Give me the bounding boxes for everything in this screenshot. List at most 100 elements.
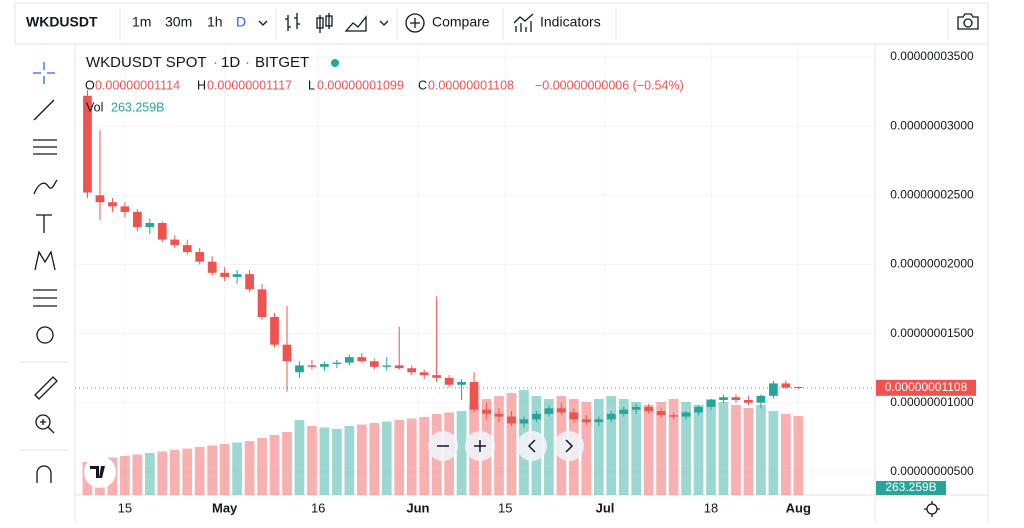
- volume-bar: [232, 442, 242, 495]
- y-tick-label: 0.00000001500: [890, 326, 974, 340]
- text-tool[interactable]: [36, 214, 52, 233]
- l-label: L: [308, 78, 315, 92]
- y-tick-label: 0.00000000500: [890, 464, 974, 478]
- indicators[interactable]: Indicators: [540, 14, 601, 30]
- plus-icon[interactable]: [405, 13, 425, 33]
- volume-bar: [344, 426, 355, 495]
- compare[interactable]: Compare: [432, 14, 490, 30]
- magnet-tool[interactable]: [36, 465, 52, 483]
- volume-bar: [406, 418, 417, 495]
- candle-body: [120, 206, 130, 212]
- candle-body: [706, 399, 716, 407]
- volume-bar: [494, 396, 504, 495]
- volume-bar: [169, 450, 180, 495]
- candle-body: [157, 222, 167, 240]
- candle-body: [669, 415, 678, 417]
- crosshair-tool[interactable]: [33, 62, 55, 84]
- candle-body: [220, 272, 230, 277]
- dropdown[interactable]: [258, 20, 268, 26]
- fib-tool[interactable]: [33, 139, 57, 155]
- volume-bar: [780, 414, 791, 495]
- volume-bar: [219, 444, 230, 495]
- interval[interactable]: 1m: [132, 14, 151, 30]
- legend-symbol: WKDUSDT SPOT: [86, 54, 207, 71]
- volume-bar: [606, 396, 617, 495]
- volume-bar: [768, 411, 779, 495]
- volume-bar: [157, 451, 168, 495]
- candle-body: [756, 395, 766, 403]
- candle-body: [407, 368, 417, 373]
- volume-bar: [456, 411, 467, 495]
- y-tick-label: 0.00000003000: [890, 118, 974, 132]
- h-label: H: [197, 78, 206, 92]
- candle-body: [357, 357, 367, 362]
- scroll-right: [565, 439, 574, 453]
- candle-body: [594, 419, 604, 423]
- candle-body: [631, 406, 641, 410]
- ruler-tool[interactable]: [34, 376, 58, 400]
- zoom-tool[interactable]: [35, 414, 51, 430]
- candle-body: [781, 383, 791, 388]
- x-tick-label: Jul: [596, 500, 615, 515]
- candles-icon[interactable]: [316, 13, 333, 33]
- volume-bar: [207, 445, 218, 495]
- candle-body: [232, 274, 242, 277]
- volume-bar: [257, 438, 267, 495]
- x-tick-label: 16: [311, 500, 325, 515]
- candle-body: [644, 406, 654, 412]
- volume-bar: [307, 426, 317, 495]
- symbol[interactable]: WKDUSDT: [26, 14, 98, 30]
- interval[interactable]: 30m: [165, 14, 192, 30]
- legend-interval: 1D: [221, 54, 240, 71]
- volume-bar: [593, 399, 604, 495]
- volume-bar: [369, 423, 380, 495]
- nav-buttons: [428, 431, 584, 461]
- candle-body: [744, 399, 753, 403]
- scroll-left[interactable]: [517, 431, 547, 461]
- volume-bar: [743, 408, 754, 495]
- candle-body: [170, 239, 180, 246]
- y-tick-label: 0.00000002500: [890, 187, 974, 201]
- candle-body: [569, 412, 579, 420]
- scroll-right[interactable]: [554, 431, 584, 461]
- camera-icon[interactable]: [957, 13, 979, 30]
- settings[interactable]: [926, 503, 938, 515]
- drawing-tools: [33, 62, 58, 483]
- candle-body: [606, 413, 616, 420]
- close: 0.00000001108: [428, 78, 514, 92]
- open: 0.00000001114: [95, 78, 180, 92]
- emoji-tool[interactable]: [36, 326, 54, 344]
- candle-body: [270, 317, 279, 345]
- c-label: C: [418, 78, 427, 92]
- pattern-tool[interactable]: [34, 250, 56, 271]
- area-icon[interactable]: [344, 15, 367, 32]
- volume-bar: [544, 399, 554, 495]
- x-tick-label: 15: [498, 500, 512, 515]
- candle-body: [619, 409, 629, 414]
- candle-body: [257, 289, 267, 318]
- bars-icon[interactable]: [285, 13, 300, 31]
- indicators-icon[interactable]: [513, 13, 534, 32]
- candle-body: [145, 222, 155, 228]
- dropdown[interactable]: [379, 20, 389, 26]
- zoom-in: [474, 440, 486, 452]
- volume-bar: [194, 447, 205, 495]
- o-label: O: [85, 78, 95, 92]
- scroll-left: [527, 439, 536, 453]
- y-tick-label: 0.00000001000: [890, 395, 974, 409]
- volume-bar: [506, 393, 517, 495]
- plus-icon: [410, 18, 420, 28]
- line-tool[interactable]: [33, 99, 55, 121]
- volume-bar: [656, 402, 666, 495]
- interval[interactable]: 1h: [207, 14, 223, 30]
- candle-body: [307, 365, 317, 367]
- volume-bar: [120, 456, 130, 495]
- brush-tool[interactable]: [33, 179, 58, 195]
- volume-bar: [394, 420, 405, 495]
- volume-bar: [793, 416, 804, 495]
- prediction-tool[interactable]: [33, 289, 57, 307]
- candle-body: [581, 419, 591, 423]
- volume-bar: [294, 420, 305, 495]
- candle-body: [793, 386, 803, 388]
- interval[interactable]: D: [236, 14, 246, 30]
